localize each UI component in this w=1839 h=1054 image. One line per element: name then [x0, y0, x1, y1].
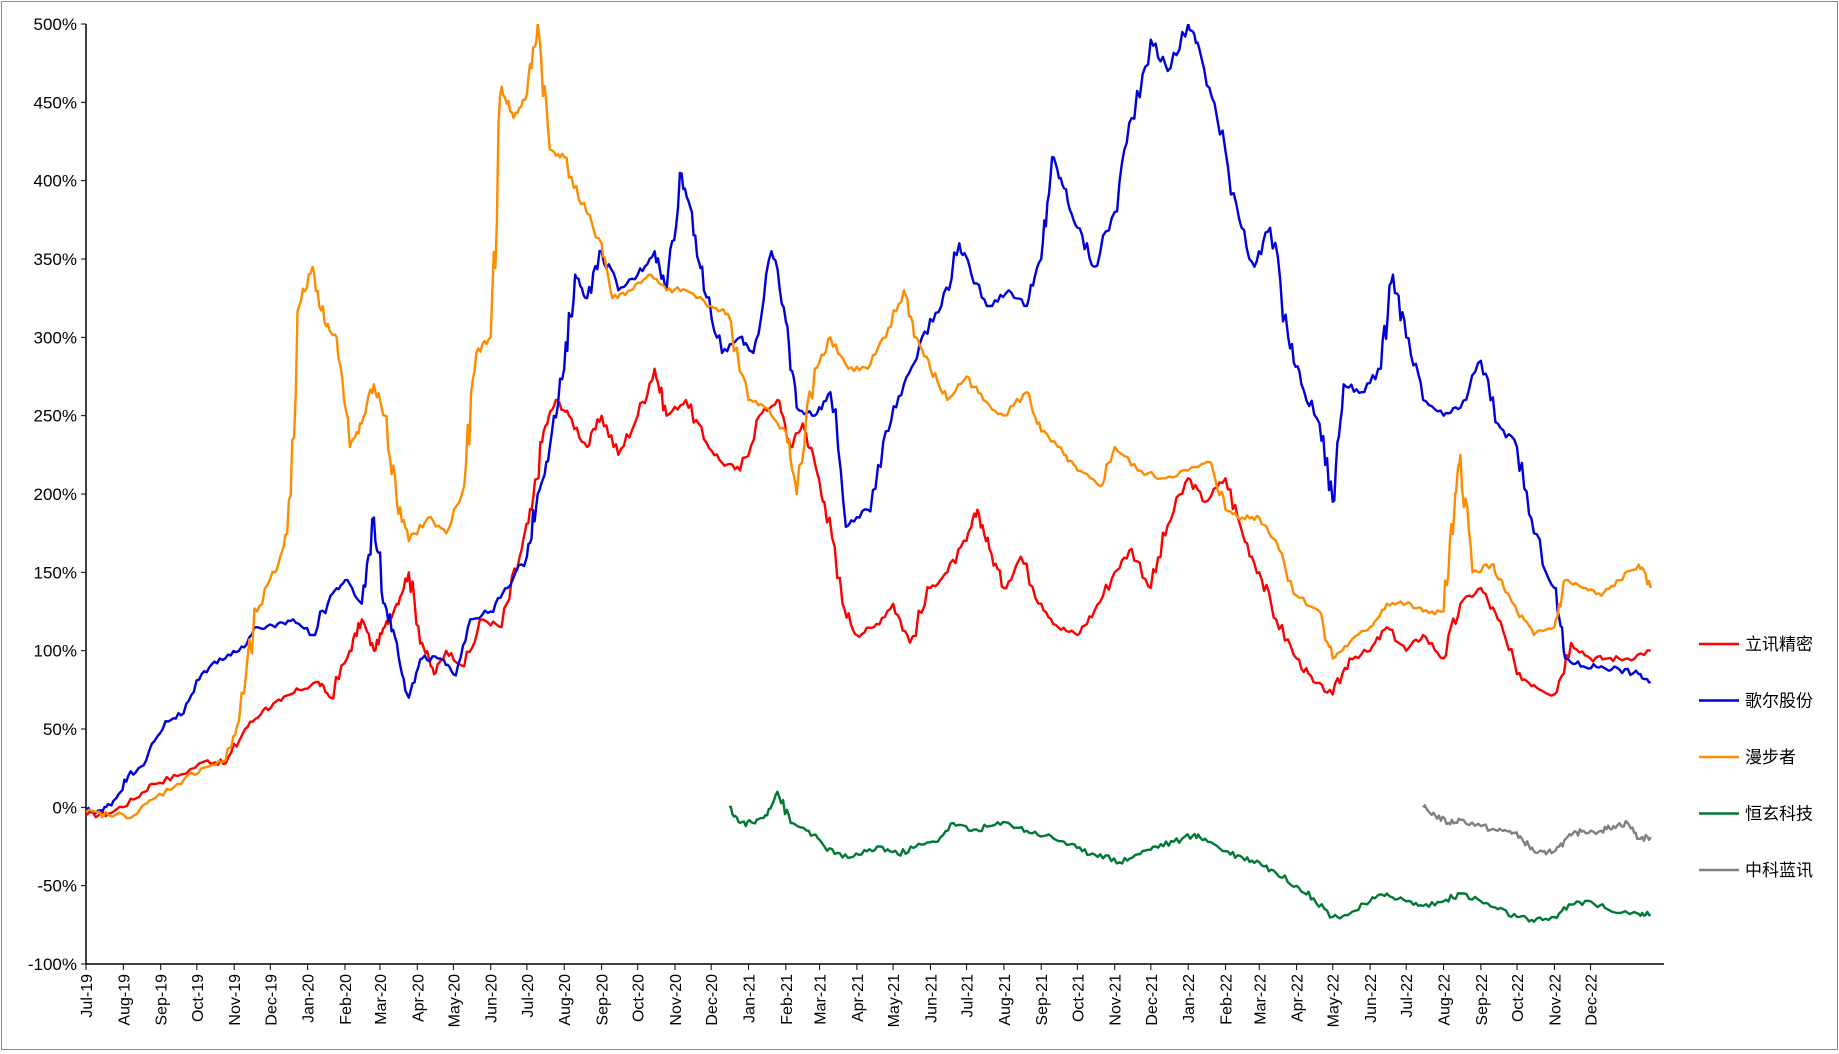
series-line	[86, 24, 1652, 820]
x-tick-label: Apr-20	[410, 974, 427, 1022]
x-tick-label: Aug-19	[116, 974, 133, 1026]
x-tick-label: Feb-22	[1219, 974, 1236, 1025]
y-axis: -100% -50% 0% 50% 100% 150% 200% 250% 300% 350% 40…	[28, 15, 87, 974]
x-tick-label: Jun-21	[923, 974, 940, 1023]
x-tick-label: Jan-21	[742, 974, 759, 1023]
x-tick-label: Jul-22	[1399, 974, 1416, 1018]
x-tick-label: Mar-21	[813, 974, 830, 1025]
y-tick-label: 300%	[34, 328, 77, 347]
series-layer	[86, 24, 1652, 923]
x-tick-label: Jan-20	[301, 974, 318, 1023]
x-tick-label: Sep-22	[1474, 974, 1491, 1026]
x-tick-label: Nov-21	[1108, 974, 1125, 1026]
x-tick-label: Jun-20	[484, 974, 501, 1023]
x-tick-label: Oct-20	[631, 974, 648, 1022]
x-tick-label: Aug-20	[557, 974, 574, 1026]
x-tick-label: Sep-21	[1034, 974, 1051, 1026]
x-tick-label: Feb-21	[779, 974, 796, 1025]
x-tick-label: May-20	[446, 974, 463, 1027]
y-tick-label: 450%	[34, 93, 77, 112]
y-tick-label: 250%	[34, 407, 77, 426]
y-tick-label: -100%	[28, 955, 77, 974]
y-tick-label: -50%	[37, 877, 77, 896]
legend-label: 立讯精密	[1745, 635, 1813, 654]
x-tick-label: Jun-22	[1363, 974, 1380, 1023]
x-tick-label: Mar-20	[373, 974, 390, 1025]
x-tick-label: Dec-19	[263, 974, 280, 1026]
y-tick-label: 50%	[43, 720, 77, 739]
x-tick-label: Oct-22	[1510, 974, 1527, 1022]
x-tick-label: Dec-22	[1584, 974, 1601, 1026]
x-tick-label: Dec-21	[1144, 974, 1161, 1026]
x-tick-label: Jul-19	[79, 974, 96, 1018]
y-tick-label: 100%	[34, 642, 77, 661]
x-tick-label: Nov-19	[227, 974, 244, 1026]
y-tick-label: 500%	[34, 15, 77, 34]
y-tick-label: 150%	[34, 563, 77, 582]
x-tick-label: Mar-22	[1252, 974, 1269, 1025]
y-tick-label: 0%	[52, 798, 77, 817]
x-tick-label: Apr-22	[1290, 974, 1307, 1022]
x-tick-label: Sep-20	[595, 974, 612, 1026]
x-tick-label: Oct-21	[1070, 974, 1087, 1022]
x-tick-label: Jul-20	[520, 974, 537, 1018]
legend-label: 中科蓝讯	[1745, 861, 1813, 880]
series-line	[86, 367, 1651, 819]
x-tick-label: Sep-19	[154, 974, 171, 1026]
x-tick-label: Aug-22	[1437, 974, 1454, 1026]
y-tick-label: 400%	[34, 172, 77, 191]
x-tick-label: May-21	[886, 974, 903, 1027]
x-tick-label: Nov-22	[1547, 974, 1564, 1026]
series-line	[86, 24, 1651, 815]
x-tick-label: Feb-20	[338, 974, 355, 1025]
x-tick-label: May-22	[1326, 974, 1343, 1027]
x-tick-label: Apr-21	[850, 974, 867, 1022]
legend-label: 漫步者	[1745, 748, 1796, 767]
x-tick-label: Oct-19	[190, 974, 207, 1022]
x-tick-label: Aug-21	[997, 974, 1014, 1026]
x-tick-label: Jan-22	[1181, 974, 1198, 1023]
x-tick-label: Nov-20	[668, 974, 685, 1026]
series-line	[728, 790, 1651, 923]
series-line	[1422, 804, 1652, 856]
y-tick-label: 200%	[34, 485, 77, 504]
x-tick-label: Dec-20	[704, 974, 721, 1026]
x-tick-label: Jul-21	[960, 974, 977, 1018]
x-axis: Jul-19 Aug-19 Sep-19 Oct-19 Nov-19 Dec-19 Jan-…	[79, 963, 1664, 1027]
legend-label: 歌尔股份	[1745, 692, 1813, 711]
legend-label: 恒玄科技	[1745, 805, 1813, 824]
y-tick-label: 350%	[34, 250, 77, 269]
